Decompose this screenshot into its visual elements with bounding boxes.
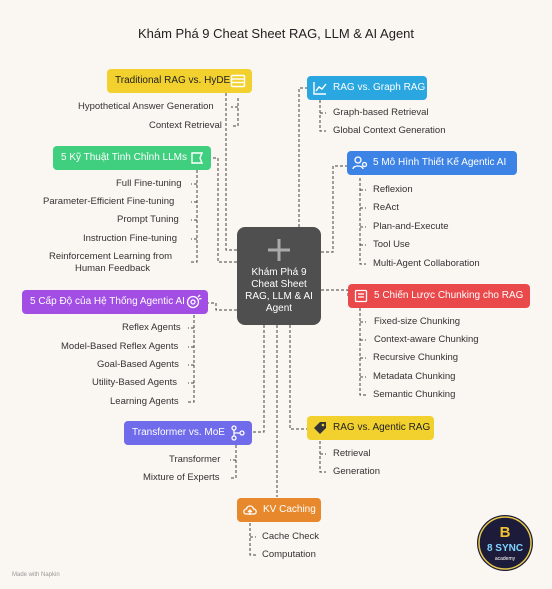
list-item: Plan-and-Execute xyxy=(373,221,449,232)
list-item: Reflexion xyxy=(373,184,413,195)
8sync-logo: B 8 SYNC academy xyxy=(477,515,533,571)
brain-gear-icon xyxy=(186,294,202,309)
logo-mid: 8 SYNC xyxy=(487,543,523,554)
list-item: Model-Based Reflex Agents xyxy=(61,341,179,352)
node-label: 5 Kỹ Thuật Tinh Chỉnh LLMs xyxy=(61,152,187,163)
list-item: Mixture of Experts xyxy=(143,472,220,483)
node-fine-tuning[interactable]: 5 Kỹ Thuật Tinh Chỉnh LLMs xyxy=(53,146,211,170)
node-label: Transformer vs. MoE xyxy=(132,427,225,438)
node-agentic-levels[interactable]: 5 Cấp Độ của Hệ Thống Agentic AI xyxy=(22,290,208,314)
node-label: 5 Chiến Lược Chunking cho RAG xyxy=(374,290,524,301)
node-label: 5 Cấp Độ của Hệ Thống Agentic AI xyxy=(30,296,185,307)
list-item: Multi-Agent Collaboration xyxy=(373,258,480,269)
node-graph-rag[interactable]: RAG vs. Graph RAG xyxy=(307,76,427,100)
document-icon xyxy=(354,289,368,303)
node-agentic-rag[interactable]: RAG vs. Agentic RAG xyxy=(307,416,434,440)
branch-icon xyxy=(231,425,245,441)
list-item: Context Retrieval xyxy=(149,120,222,131)
node-kv-caching[interactable]: KV Caching xyxy=(237,498,321,522)
list-item: Recursive Chunking xyxy=(373,352,459,363)
list-item: Computation xyxy=(262,549,316,560)
list-item: Context-aware Chunking xyxy=(374,334,479,345)
list-item: Graph-based Retrieval xyxy=(333,107,429,118)
list-item: Generation xyxy=(333,466,381,477)
node-label: KV Caching xyxy=(263,504,316,515)
plus-icon xyxy=(268,239,290,261)
window-icon xyxy=(230,74,246,88)
list-item: Retrieval xyxy=(333,448,371,459)
list-item: ReAct xyxy=(373,202,399,213)
list-item: Transformer xyxy=(169,454,221,465)
list-item: Cache Check xyxy=(262,531,320,542)
node-transformer-moe[interactable]: Transformer vs. MoE xyxy=(124,421,252,445)
node-traditional-rag[interactable]: Traditional RAG vs. HyDE xyxy=(107,69,252,93)
node-chunking[interactable]: 5 Chiến Lược Chunking cho RAG xyxy=(348,284,530,308)
list-item: Utility-Based Agents xyxy=(92,377,178,388)
node-label: Traditional RAG vs. HyDE xyxy=(115,75,231,86)
list-item: Instruction Fine-tuning xyxy=(83,233,177,244)
line-chart-icon xyxy=(313,82,327,95)
node-agentic-design[interactable]: 5 Mô Hình Thiết Kế Agentic AI xyxy=(347,151,517,175)
logo-top: B xyxy=(500,524,511,541)
made-with-credit: Made with Napkin xyxy=(12,572,60,578)
list-item: Tool Use xyxy=(373,239,410,250)
diagram-title: Khám Phá 9 Cheat Sheet RAG, LLM & AI Age… xyxy=(137,26,415,41)
list-item: Reinforcement Learning from xyxy=(49,251,173,262)
list-item: Global Context Generation xyxy=(333,125,446,136)
center-node[interactable]: Khám Phá 9 Cheat Sheet RAG, LLM & AI Age… xyxy=(237,227,321,325)
center-label: Khám Phá 9 Cheat Sheet RAG, LLM & AI Age… xyxy=(245,267,313,314)
tag-icon xyxy=(314,422,326,434)
list-item: Human Feedback xyxy=(75,263,150,274)
list-item: Reflex Agents xyxy=(122,322,181,333)
list-item: Metadata Chunking xyxy=(373,371,456,382)
cloud-upload-icon xyxy=(243,505,257,515)
list-item: Hypothetical Answer Generation xyxy=(78,101,214,112)
list-item: Prompt Tuning xyxy=(117,214,179,225)
user-gear-icon xyxy=(352,156,368,170)
list-item: Fixed-size Chunking xyxy=(374,316,461,327)
bookmark-icon xyxy=(191,152,204,164)
logo-sub: academy xyxy=(495,556,516,562)
node-label: RAG vs. Agentic RAG xyxy=(333,422,431,433)
node-label: 5 Mô Hình Thiết Kế Agentic AI xyxy=(373,157,507,168)
list-item: Semantic Chunking xyxy=(373,389,456,400)
list-item: Parameter-Efficient Fine-tuning xyxy=(43,196,175,207)
list-item: Full Fine-tuning xyxy=(116,178,182,189)
list-item: Learning Agents xyxy=(110,396,179,407)
list-item: Goal-Based Agents xyxy=(97,359,179,370)
node-label: RAG vs. Graph RAG xyxy=(333,82,426,93)
